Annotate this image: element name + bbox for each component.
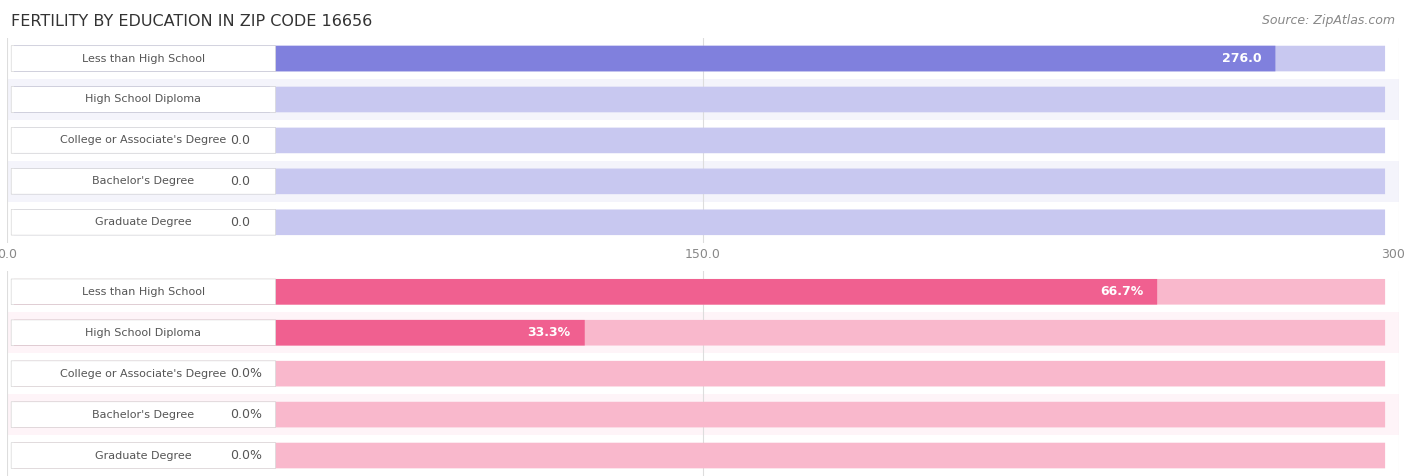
Bar [7, 38, 1399, 79]
FancyBboxPatch shape [11, 87, 276, 112]
FancyBboxPatch shape [14, 46, 1385, 71]
Text: 0.0: 0.0 [229, 134, 250, 147]
FancyBboxPatch shape [14, 320, 1385, 346]
Text: High School Diploma: High School Diploma [86, 327, 201, 338]
FancyBboxPatch shape [14, 209, 1385, 235]
Text: Graduate Degree: Graduate Degree [96, 450, 191, 461]
Bar [7, 353, 1399, 394]
FancyBboxPatch shape [14, 128, 1385, 153]
Text: 0.0%: 0.0% [229, 408, 262, 421]
Bar [7, 79, 1399, 120]
FancyBboxPatch shape [14, 87, 1385, 112]
Text: Bachelor's Degree: Bachelor's Degree [93, 176, 194, 187]
Text: Less than High School: Less than High School [82, 287, 205, 297]
FancyBboxPatch shape [14, 443, 1385, 468]
Text: 0.0%: 0.0% [229, 367, 262, 380]
FancyBboxPatch shape [14, 169, 1385, 194]
FancyBboxPatch shape [14, 361, 1385, 387]
Bar [7, 202, 1399, 243]
FancyBboxPatch shape [11, 443, 276, 468]
FancyBboxPatch shape [11, 361, 276, 387]
FancyBboxPatch shape [14, 320, 585, 346]
Text: Graduate Degree: Graduate Degree [96, 217, 191, 228]
FancyBboxPatch shape [14, 87, 270, 112]
FancyBboxPatch shape [11, 320, 276, 346]
Text: 276.0: 276.0 [1222, 52, 1261, 65]
Bar [7, 435, 1399, 476]
Text: Less than High School: Less than High School [82, 53, 205, 64]
Text: High School Diploma: High School Diploma [86, 94, 201, 105]
FancyBboxPatch shape [11, 279, 276, 305]
Text: 0.0: 0.0 [229, 175, 250, 188]
FancyBboxPatch shape [11, 209, 276, 235]
Text: 33.3%: 33.3% [527, 326, 571, 339]
Text: 66.7%: 66.7% [1099, 285, 1143, 298]
Bar [7, 312, 1399, 353]
Bar [7, 161, 1399, 202]
Text: 0.0: 0.0 [229, 216, 250, 229]
Text: 0.0%: 0.0% [229, 449, 262, 462]
FancyBboxPatch shape [14, 279, 1385, 305]
Bar [7, 394, 1399, 435]
Bar [7, 120, 1399, 161]
FancyBboxPatch shape [14, 402, 1385, 427]
FancyBboxPatch shape [14, 279, 1157, 305]
Text: FERTILITY BY EDUCATION IN ZIP CODE 16656: FERTILITY BY EDUCATION IN ZIP CODE 16656 [11, 14, 373, 30]
FancyBboxPatch shape [11, 169, 276, 194]
FancyBboxPatch shape [11, 128, 276, 153]
FancyBboxPatch shape [14, 46, 1275, 71]
Text: Source: ZipAtlas.com: Source: ZipAtlas.com [1261, 14, 1395, 27]
Text: Bachelor's Degree: Bachelor's Degree [93, 409, 194, 420]
Text: 56.0: 56.0 [225, 93, 256, 106]
Text: College or Associate's Degree: College or Associate's Degree [60, 135, 226, 146]
FancyBboxPatch shape [11, 402, 276, 427]
Text: College or Associate's Degree: College or Associate's Degree [60, 368, 226, 379]
Bar [7, 271, 1399, 312]
FancyBboxPatch shape [11, 46, 276, 71]
